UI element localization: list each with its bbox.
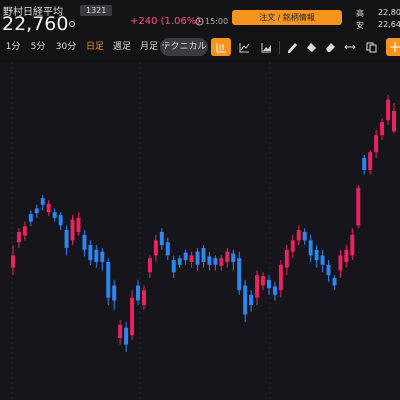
candle-body	[344, 249, 349, 262]
low-label: 安	[356, 21, 364, 30]
candle-chart-button[interactable]	[211, 38, 231, 56]
candle-body	[320, 255, 325, 265]
candle-body	[88, 245, 93, 261]
candle-body	[374, 135, 379, 153]
candle-body	[118, 324, 123, 339]
candle-body	[94, 249, 99, 262]
interval-button[interactable]: 月足	[139, 42, 158, 52]
candle-body	[296, 230, 301, 241]
candle-body	[28, 214, 33, 222]
last-price: 22,760	[2, 13, 69, 35]
candle-body	[64, 230, 69, 248]
interval-button[interactable]: 日足	[85, 42, 104, 52]
candle-body	[380, 122, 385, 136]
candle-body	[356, 187, 361, 226]
toolbar: テクニカル 1分 5分 30分 日足 週足 月足	[0, 38, 400, 58]
candle-body	[261, 276, 266, 286]
fill-button[interactable]	[302, 38, 320, 56]
candle-body	[326, 264, 331, 276]
candle-body	[165, 242, 170, 256]
candle-body	[34, 208, 39, 214]
candle-body	[201, 247, 206, 262]
interval-button[interactable]: 週足	[112, 42, 131, 52]
separator	[164, 41, 165, 54]
high-label: 高	[356, 9, 364, 18]
candle-body	[46, 203, 51, 213]
candle-body	[16, 231, 21, 243]
candle-body	[159, 231, 164, 246]
candle-body	[195, 251, 200, 265]
candle-body	[255, 275, 260, 298]
price-icon	[69, 21, 75, 27]
candle-body	[266, 279, 271, 289]
separator	[279, 41, 280, 54]
interval-button[interactable]: 30分	[55, 42, 77, 52]
candle-body	[58, 215, 63, 226]
candle-body	[308, 240, 313, 256]
range-button[interactable]	[341, 38, 359, 56]
add-button[interactable]	[386, 38, 400, 56]
candle-body	[141, 290, 146, 306]
candle-body	[153, 240, 158, 256]
order-button[interactable]: 注文 / 銘柄情報	[232, 10, 342, 25]
candle-body	[368, 152, 373, 170]
candlestick-chart	[0, 62, 400, 400]
candle-body	[213, 258, 218, 265]
candle-body	[225, 251, 230, 262]
candle-body	[76, 217, 81, 232]
candle-body	[278, 264, 283, 291]
candle-body	[177, 258, 182, 265]
line-chart-button[interactable]	[234, 38, 254, 56]
eraser-button[interactable]	[321, 38, 339, 56]
technical-button[interactable]: テクニカル	[160, 38, 208, 56]
candle-body	[22, 226, 27, 236]
candle-body	[147, 258, 152, 273]
candle-body	[112, 285, 117, 301]
candle-body	[136, 285, 141, 301]
candle-body	[243, 285, 248, 315]
chart-background	[0, 62, 400, 400]
clock-icon	[195, 17, 204, 26]
candle-body	[272, 286, 277, 295]
candle-body	[100, 251, 105, 262]
pen-button[interactable]	[283, 38, 301, 56]
candle-body	[386, 99, 391, 121]
candle-body	[290, 240, 295, 252]
candle-body	[314, 249, 319, 261]
low-value: 22,64	[378, 20, 400, 29]
candle-body	[124, 327, 129, 345]
candle-body	[237, 258, 242, 291]
candle-body	[231, 253, 236, 262]
candle-body	[350, 234, 355, 256]
candle-body	[70, 219, 75, 241]
candle-body	[52, 212, 57, 218]
candle-body	[171, 260, 176, 273]
candle-body	[302, 231, 307, 241]
instrument-code: 1321	[80, 5, 113, 16]
candle-body	[284, 249, 289, 268]
area-chart-button[interactable]	[256, 38, 276, 56]
high-value: 22,800	[378, 8, 400, 17]
candle-body	[362, 157, 367, 170]
instrument-name: 野村日経平均	[3, 7, 63, 18]
update-time: 15:00	[205, 17, 229, 26]
candle-body	[106, 261, 111, 298]
candle-body	[40, 198, 45, 205]
candle-body	[332, 277, 337, 286]
candle-body	[130, 297, 135, 336]
candle-body	[219, 258, 224, 266]
interval-button[interactable]: 5分	[30, 42, 46, 52]
candle-body	[249, 294, 254, 306]
candle-body	[82, 234, 87, 250]
candle-body	[338, 255, 343, 271]
candle-body	[189, 255, 194, 262]
interval-button[interactable]: 1分	[5, 42, 21, 52]
candle-body	[11, 255, 15, 268]
candle-body	[392, 110, 396, 132]
price-change: +240 (1.06%)	[130, 16, 201, 27]
candle-body	[183, 252, 188, 261]
copy-button[interactable]	[362, 38, 380, 56]
candle-body	[207, 256, 212, 265]
